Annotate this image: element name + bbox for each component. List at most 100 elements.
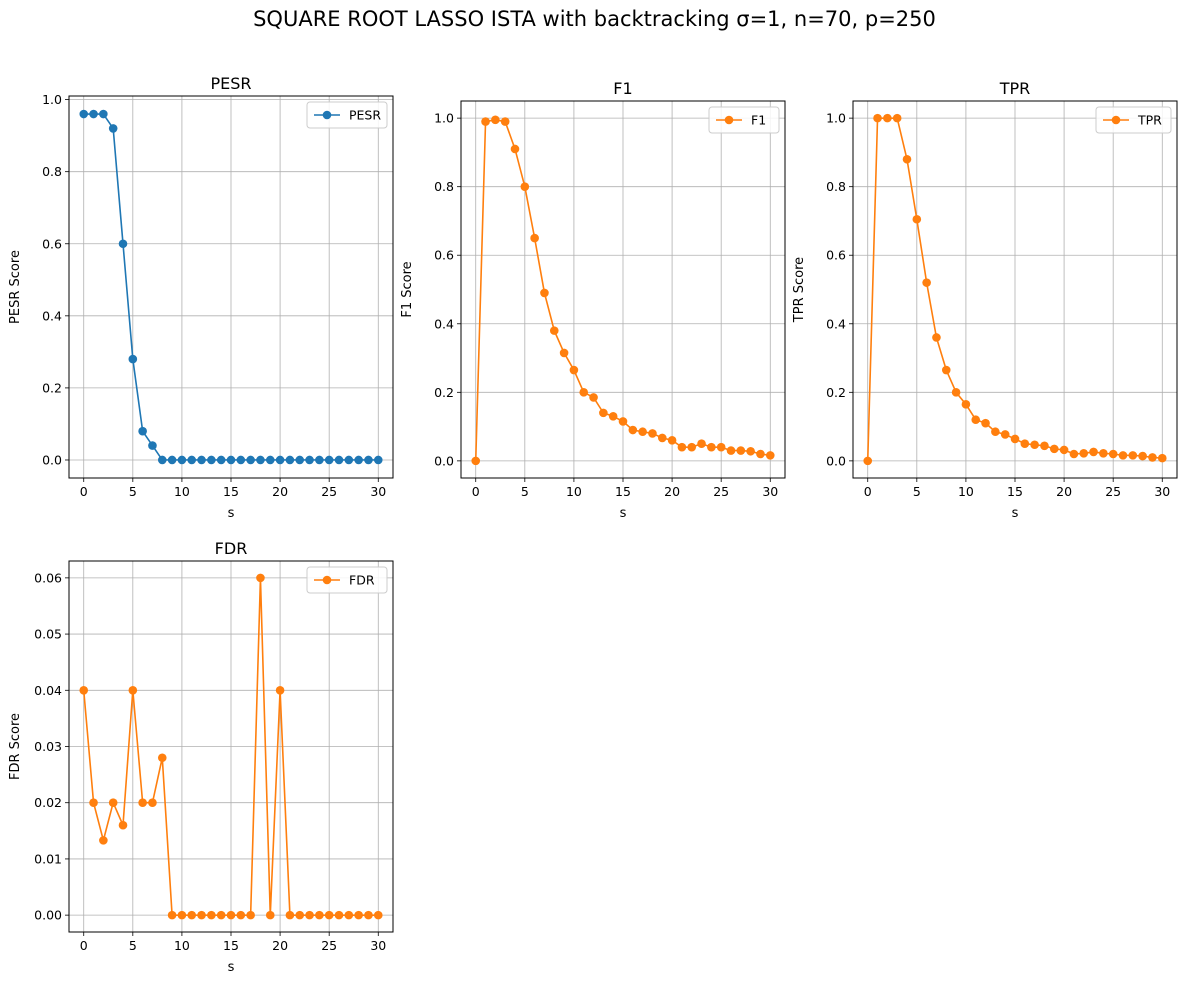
pesr-data-point (354, 455, 363, 465)
fdr-data-point (216, 910, 226, 920)
fdr-xlabel: s (228, 960, 235, 975)
pesr-legend-label: PESR (349, 108, 381, 123)
fdr-ytick-label: 0.06 (34, 570, 62, 585)
tpr-ylabel: TPR Score (792, 257, 807, 323)
tpr-ytick-label: 0.8 (826, 179, 846, 194)
fdr-data-point (265, 910, 275, 920)
f1-data-point (667, 436, 677, 445)
f1-data-point (589, 393, 598, 402)
tpr-subplot: 0 5 10 15 20 25 30 0.0 0.2 0.4 0.6 0.8 1.0 TPR s TPR Sc… (792, 79, 1178, 521)
f1-data-point (707, 442, 716, 452)
fdr-ytick-label: 0.03 (34, 739, 62, 754)
f1-data-point (756, 449, 765, 459)
pesr-subplot: 0 5 10 15 20 25 30 0.0 0.2 0.4 0.6 0.8 1.0 PESR s PESR … (8, 74, 394, 521)
fdr-data-point (275, 685, 285, 695)
fdr-ytick-label: 0.00 (34, 908, 62, 923)
fdr-data-point (324, 910, 334, 920)
f1-data-point (500, 117, 510, 126)
pesr-xtick-label: 0 (80, 484, 88, 499)
fdr-data-point (236, 910, 246, 920)
fdr-data-point (373, 910, 383, 920)
pesr-data-point (295, 455, 305, 465)
fdr-data-point (344, 910, 354, 920)
fdr-xtick-label: 30 (370, 938, 386, 953)
fdr-data-point (118, 820, 128, 830)
f1-ytick-label: 0.0 (434, 453, 454, 468)
fdr-data-point (99, 836, 108, 845)
tpr-xtick-label: 30 (1154, 484, 1170, 499)
f1-data-point (540, 288, 549, 298)
fdr-data-point (108, 798, 118, 808)
pesr-data-point (344, 455, 354, 465)
pesr-axes-frame (68, 95, 394, 479)
tpr-ytick-label: 1.0 (826, 111, 846, 126)
tpr-xtick-label: 25 (1105, 484, 1121, 499)
fdr-xtick-label: 0 (80, 938, 88, 953)
pesr-ytick-label: 0.8 (42, 164, 62, 179)
f1-xtick-label: 25 (713, 484, 729, 499)
pesr-xtick-label: 30 (370, 484, 386, 499)
pesr-ytick-label: 1.0 (42, 92, 62, 107)
fdr-ylabel: FDR Score (8, 713, 23, 780)
tpr-xtick-label: 15 (1007, 484, 1023, 499)
fdr-data-point (354, 910, 363, 920)
pesr-data-point (79, 109, 89, 119)
tpr-ytick-label: 0.0 (826, 453, 846, 468)
f1-data-point (510, 144, 520, 154)
fdr-xtick-label: 25 (321, 938, 337, 953)
f1-data-point (657, 433, 667, 443)
f1-xtick-label: 5 (521, 484, 529, 499)
tpr-xtick-label: 0 (864, 484, 872, 499)
f1-data-point (746, 446, 755, 456)
pesr-data-point (197, 455, 206, 465)
tpr-data-point (1099, 449, 1108, 458)
pesr-data-point (99, 109, 108, 119)
f1-data-point (726, 446, 736, 455)
fdr-data-point (285, 910, 295, 920)
f1-data-point (628, 425, 638, 435)
pesr-data-point (236, 455, 246, 465)
fdr-ytick-label: 0.05 (34, 627, 62, 642)
pesr-data-point (373, 455, 383, 465)
f1-data-point (648, 429, 657, 438)
fdr-xtick-label: 5 (129, 938, 137, 953)
tpr-data-point (1069, 449, 1079, 459)
tpr-data-point (902, 154, 912, 164)
f1-data-point (697, 439, 706, 449)
tpr-data-point (961, 400, 971, 409)
pesr-data-point (315, 455, 324, 465)
tpr-data-point (1089, 447, 1098, 457)
tpr-data-point (892, 113, 902, 123)
tpr-ytick-label: 0.4 (826, 316, 846, 331)
f1-data-point (608, 412, 618, 421)
tpr-data-point (1030, 440, 1039, 450)
tpr-data-point (1059, 445, 1069, 455)
f1-xlabel: s (620, 506, 627, 521)
pesr-data-point (157, 455, 167, 465)
tpr-data-point (1108, 449, 1118, 459)
tpr-data-point (1148, 453, 1157, 462)
pesr-data-point (324, 455, 334, 465)
fdr-data-point (148, 798, 157, 808)
pesr-data-point (265, 455, 275, 465)
pesr-data-point (128, 354, 138, 364)
pesr-data-point (256, 455, 265, 465)
tpr-data-point (1000, 430, 1010, 439)
tpr-ytick-label: 0.6 (826, 248, 846, 263)
fdr-legend-marker (322, 575, 332, 585)
fdr-data-point (207, 910, 216, 920)
f1-data-point (599, 408, 608, 418)
pesr-data-point (246, 455, 255, 465)
tpr-data-point (991, 427, 1000, 437)
fdr-data-point (138, 798, 147, 808)
tpr-xlabel: s (1012, 506, 1019, 521)
pesr-data-point (305, 455, 314, 465)
tpr-data-point (922, 278, 931, 287)
pesr-data-point (187, 455, 197, 465)
pesr-ytick-label: 0.4 (42, 308, 62, 323)
pesr-ytick-label: 0.2 (42, 380, 62, 395)
f1-xtick-label: 15 (615, 484, 631, 499)
fdr-data-point (177, 910, 187, 920)
f1-ytick-label: 0.4 (434, 316, 454, 331)
tpr-legend-box (1095, 106, 1172, 134)
